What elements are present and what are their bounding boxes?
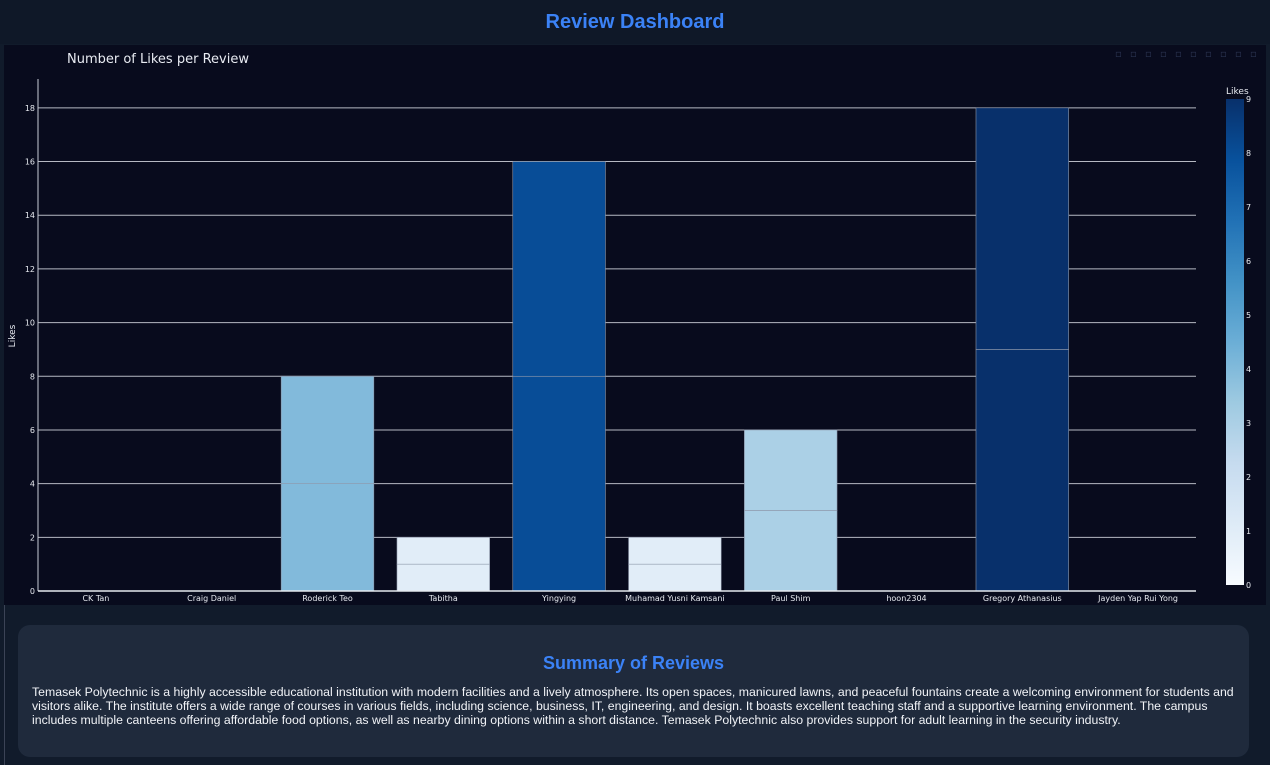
page-title: Review Dashboard bbox=[545, 10, 725, 33]
y-tick-label: 8 bbox=[30, 372, 35, 381]
x-tick-label: Gregory Athanasius bbox=[983, 594, 1062, 603]
bar-segment bbox=[628, 563, 722, 592]
pan-icon[interactable]: ▫ bbox=[1145, 49, 1152, 60]
colorbar-tick-label: 0 bbox=[1246, 581, 1251, 590]
y-tick-label: 18 bbox=[25, 104, 35, 113]
reset-axes-icon[interactable]: ▫ bbox=[1235, 49, 1242, 60]
y-tick-label: 10 bbox=[25, 319, 35, 328]
x-tick-label: Muhamad Yusni Kamsani bbox=[625, 594, 724, 603]
bar-segment bbox=[744, 429, 838, 511]
x-tick-label: Jayden Yap Rui Yong bbox=[1097, 594, 1178, 603]
colorbar-title: Likes bbox=[1226, 87, 1249, 97]
page-header: Review Dashboard bbox=[0, 0, 1270, 44]
bar-segment bbox=[280, 375, 375, 484]
y-tick-label: 6 bbox=[30, 426, 35, 435]
y-tick-label: 16 bbox=[25, 158, 35, 167]
colorbar-tick-label: 7 bbox=[1246, 203, 1251, 212]
bar-segment bbox=[744, 510, 838, 592]
colorbar-tick-label: 1 bbox=[1246, 527, 1251, 536]
bar-segment bbox=[396, 563, 490, 592]
x-tick-label: hoon2304 bbox=[886, 594, 926, 603]
x-tick-label: CK Tan bbox=[82, 594, 109, 603]
bar-segment bbox=[280, 483, 375, 592]
summary-text: Temasek Polytechnic is a highly accessib… bbox=[32, 685, 1234, 727]
y-tick-label: 2 bbox=[30, 533, 35, 542]
colorbar-tick-label: 9 bbox=[1246, 95, 1251, 104]
left-divider bbox=[4, 605, 5, 765]
colorbar-tick-label: 4 bbox=[1246, 365, 1251, 374]
y-tick-label: 12 bbox=[25, 265, 35, 274]
likes-bar-chart: Number of Likes per Review02468101214161… bbox=[8, 52, 1251, 603]
colorbar-gradient bbox=[1226, 99, 1244, 585]
x-tick-label: Yingying bbox=[541, 594, 576, 603]
zoom-icon[interactable]: ▫ bbox=[1130, 49, 1137, 60]
autoscale-icon[interactable]: ▫ bbox=[1220, 49, 1227, 60]
lasso-select-icon[interactable]: ▫ bbox=[1175, 49, 1182, 60]
y-tick-label: 14 bbox=[25, 211, 35, 220]
chart-title: Number of Likes per Review bbox=[67, 52, 249, 67]
plotly-logo-icon[interactable]: ▫ bbox=[1250, 49, 1257, 60]
bar-segment bbox=[628, 537, 722, 565]
x-tick-label: Craig Daniel bbox=[187, 594, 236, 603]
bar-segment bbox=[975, 349, 1069, 592]
colorbar-tick-label: 6 bbox=[1246, 257, 1251, 266]
colorbar-tick-label: 3 bbox=[1246, 419, 1251, 428]
bar-segment bbox=[512, 161, 606, 377]
bar-segment bbox=[396, 537, 490, 565]
colorbar-tick-label: 8 bbox=[1246, 149, 1251, 158]
x-tick-label: Tabitha bbox=[428, 594, 458, 603]
y-tick-label: 0 bbox=[30, 587, 35, 596]
summary-card: Summary of Reviews Temasek Polytechnic i… bbox=[18, 625, 1249, 757]
summary-title: Summary of Reviews bbox=[542, 653, 725, 673]
y-tick-label: 4 bbox=[30, 480, 35, 489]
y-axis-label: Likes bbox=[8, 324, 18, 347]
zoom-out-icon[interactable]: ▫ bbox=[1205, 49, 1212, 60]
bar-segment bbox=[512, 375, 606, 592]
chart-modebar: ▫ ▫ ▫ ▫ ▫ ▫ ▫ ▫ ▫ ▫ bbox=[1115, 48, 1260, 62]
bar-segment bbox=[975, 107, 1069, 350]
colorbar-tick-label: 2 bbox=[1246, 473, 1251, 482]
x-tick-label: Paul Shim bbox=[771, 594, 811, 603]
x-tick-label: Roderick Teo bbox=[302, 594, 353, 603]
camera-icon[interactable]: ▫ bbox=[1115, 49, 1122, 60]
zoom-in-icon[interactable]: ▫ bbox=[1190, 49, 1197, 60]
colorbar-tick-label: 5 bbox=[1246, 311, 1251, 320]
box-select-icon[interactable]: ▫ bbox=[1160, 49, 1167, 60]
likes-chart-panel: Number of Likes per Review 0 2 4 6 8 10 12 14 16 1… bbox=[4, 45, 1266, 605]
